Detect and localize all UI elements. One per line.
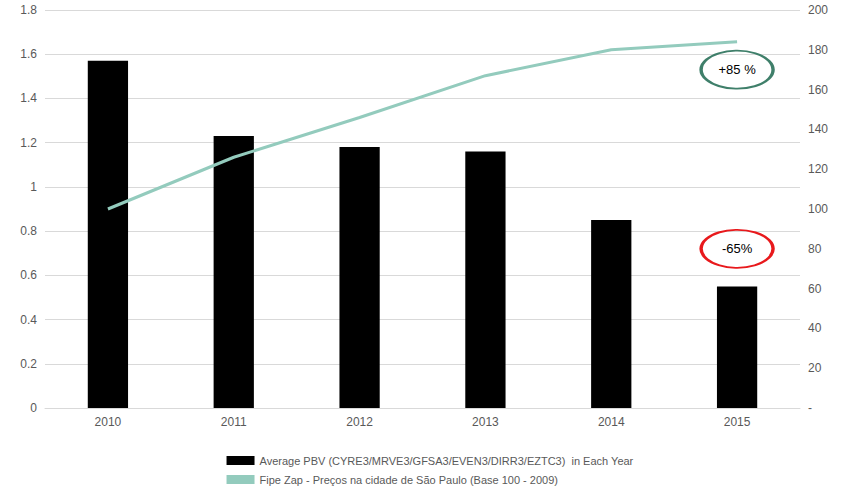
- svg-text:2011: 2011: [221, 415, 247, 429]
- svg-text:1.8: 1.8: [20, 3, 37, 17]
- svg-text:-: -: [808, 401, 812, 415]
- svg-text:80: 80: [808, 242, 822, 256]
- svg-text:60: 60: [808, 282, 822, 296]
- svg-text:+85 %: +85 %: [718, 62, 756, 77]
- svg-text:2010: 2010: [95, 415, 122, 429]
- svg-text:160: 160: [808, 83, 828, 97]
- svg-text:-65%: -65%: [722, 241, 753, 256]
- svg-text:1.4: 1.4: [20, 91, 37, 105]
- svg-text:200: 200: [808, 3, 828, 17]
- svg-text:1: 1: [30, 180, 37, 194]
- svg-text:2012: 2012: [346, 415, 373, 429]
- svg-text:140: 140: [808, 122, 828, 136]
- svg-text:120: 120: [808, 162, 828, 176]
- svg-text:Average PBV (CYRE3/MRVE3/GFSA3: Average PBV (CYRE3/MRVE3/GFSA3/EVEN3/DIR…: [260, 455, 634, 467]
- svg-text:Fipe Zap - Preços na cidade de: Fipe Zap - Preços na cidade de São Paulo…: [260, 474, 558, 486]
- svg-text:1.2: 1.2: [20, 136, 37, 150]
- svg-text:2013: 2013: [472, 415, 499, 429]
- svg-text:1.6: 1.6: [20, 47, 37, 61]
- svg-text:40: 40: [808, 321, 822, 335]
- svg-text:180: 180: [808, 43, 828, 57]
- svg-text:0.2: 0.2: [20, 357, 37, 371]
- svg-text:20: 20: [808, 361, 822, 375]
- svg-text:0: 0: [30, 401, 37, 415]
- svg-text:2014: 2014: [598, 415, 625, 429]
- svg-text:0.8: 0.8: [20, 224, 37, 238]
- svg-text:0.4: 0.4: [20, 313, 37, 327]
- svg-text:2015: 2015: [724, 415, 751, 429]
- svg-text:0.6: 0.6: [20, 268, 37, 282]
- svg-text:100: 100: [808, 202, 828, 216]
